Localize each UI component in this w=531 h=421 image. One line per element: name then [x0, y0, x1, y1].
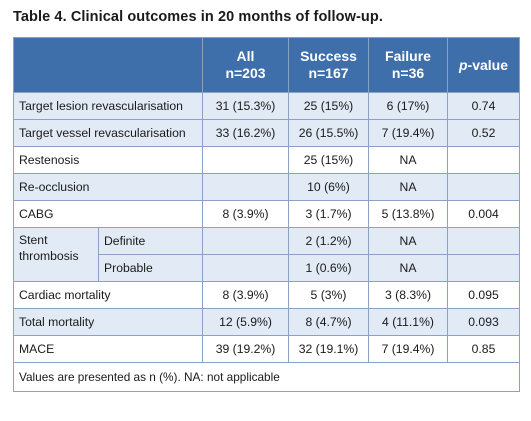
table-row-stent-definite: Stent thrombosis Definite 2 (1.2%) NA [13, 227, 520, 282]
clinical-outcomes-table: All n=203 Success n=167 Failure n=36 p-valu… [13, 37, 520, 392]
cell-p [447, 254, 520, 282]
cell-all: 33 (16.2%) [202, 119, 289, 147]
cell-all [202, 146, 289, 174]
cell-failure: NA [368, 254, 448, 282]
header-failure-n: n=36 [391, 65, 425, 81]
cell-p: 0.74 [447, 92, 520, 120]
cell-success: 8 (4.7%) [288, 308, 369, 336]
cell-p [447, 173, 520, 201]
cell-failure: 6 (17%) [368, 92, 448, 120]
cell-p: 0.004 [447, 200, 520, 228]
stent-thrombosis-label: Stent thrombosis [13, 227, 99, 282]
row-label: Target lesion revascularisation [13, 92, 203, 120]
cell-failure: 7 (19.4%) [368, 119, 448, 147]
cell-p [447, 146, 520, 174]
header-failure: Failure n=36 [368, 37, 448, 93]
row-label: MACE [13, 335, 203, 363]
cell-all [202, 173, 289, 201]
row-label: Restenosis [13, 146, 203, 174]
cell-all [202, 254, 289, 282]
row-label: Total mortality [13, 308, 203, 336]
table-footnote: Values are presented as n (%). NA: not a… [13, 362, 520, 392]
table-row: CABG 8 (3.9%) 3 (1.7%) 5 (13.8%) 0.004 [13, 200, 520, 228]
cell-all: 12 (5.9%) [202, 308, 289, 336]
cell-all [202, 227, 289, 255]
cell-success: 10 (6%) [288, 173, 369, 201]
sub-row-label: Probable [98, 254, 203, 282]
cell-success: 32 (19.1%) [288, 335, 369, 363]
cell-all: 8 (3.9%) [202, 200, 289, 228]
cell-all: 8 (3.9%) [202, 281, 289, 309]
header-row: All n=203 Success n=167 Failure n=36 p-valu… [13, 37, 520, 93]
cell-failure: 7 (19.4%) [368, 335, 448, 363]
table-row: Target vessel revascularisation 33 (16.2… [13, 119, 520, 147]
header-blank-cell [13, 37, 203, 93]
cell-all: 39 (19.2%) [202, 335, 289, 363]
header-all: All n=203 [202, 37, 289, 93]
cell-failure: 4 (11.1%) [368, 308, 448, 336]
header-all-label: All [236, 48, 255, 64]
stent-label-line2: thrombosis [19, 249, 79, 263]
header-p-value: p-value [447, 37, 520, 93]
table-row: Total mortality 12 (5.9%) 8 (4.7%) 4 (11… [13, 308, 520, 336]
cell-success: 3 (1.7%) [288, 200, 369, 228]
cell-failure: NA [368, 146, 448, 174]
cell-p [447, 227, 520, 255]
cell-failure: 5 (13.8%) [368, 200, 448, 228]
row-label: CABG [13, 200, 203, 228]
cell-p: 0.52 [447, 119, 520, 147]
cell-p: 0.093 [447, 308, 520, 336]
cell-success: 1 (0.6%) [288, 254, 369, 282]
cell-success: 5 (3%) [288, 281, 369, 309]
header-success: Success n=167 [288, 37, 369, 93]
cell-success: 26 (15.5%) [288, 119, 369, 147]
cell-success: 25 (15%) [288, 146, 369, 174]
cell-success: 2 (1.2%) [288, 227, 369, 255]
row-label: Re-occlusion [13, 173, 203, 201]
sub-row-label: Definite [98, 227, 203, 255]
row-label: Target vessel revascularisation [13, 119, 203, 147]
table-row: MACE 39 (19.2%) 32 (19.1%) 7 (19.4%) 0.8… [13, 335, 520, 363]
cell-p: 0.095 [447, 281, 520, 309]
cell-failure: NA [368, 173, 448, 201]
table-title: Table 4. Clinical outcomes in 20 months … [13, 9, 383, 25]
cell-all: 31 (15.3%) [202, 92, 289, 120]
row-label: Cardiac mortality [13, 281, 203, 309]
header-success-label: Success [300, 48, 357, 64]
cell-failure: NA [368, 227, 448, 255]
cell-success: 25 (15%) [288, 92, 369, 120]
header-all-n: n=203 [225, 65, 266, 81]
cell-p: 0.85 [447, 335, 520, 363]
footnote-row: Values are presented as n (%). NA: not a… [13, 362, 520, 392]
table-row-stent-probable: Probable 1 (0.6%) NA [14, 254, 520, 282]
table-row: Target lesion revascularisation 31 (15.3… [13, 92, 520, 120]
header-success-n: n=167 [308, 65, 349, 81]
table-row: Restenosis 25 (15%) NA [13, 146, 520, 174]
stent-label-line1: Stent [19, 233, 48, 247]
header-failure-label: Failure [385, 48, 431, 64]
table-row: Cardiac mortality 8 (3.9%) 5 (3%) 3 (8.3… [13, 281, 520, 309]
header-p-italic: p [458, 56, 468, 73]
header-p-rest: -value [467, 56, 509, 73]
table-row: Re-occlusion 10 (6%) NA [13, 173, 520, 201]
cell-failure: 3 (8.3%) [368, 281, 448, 309]
